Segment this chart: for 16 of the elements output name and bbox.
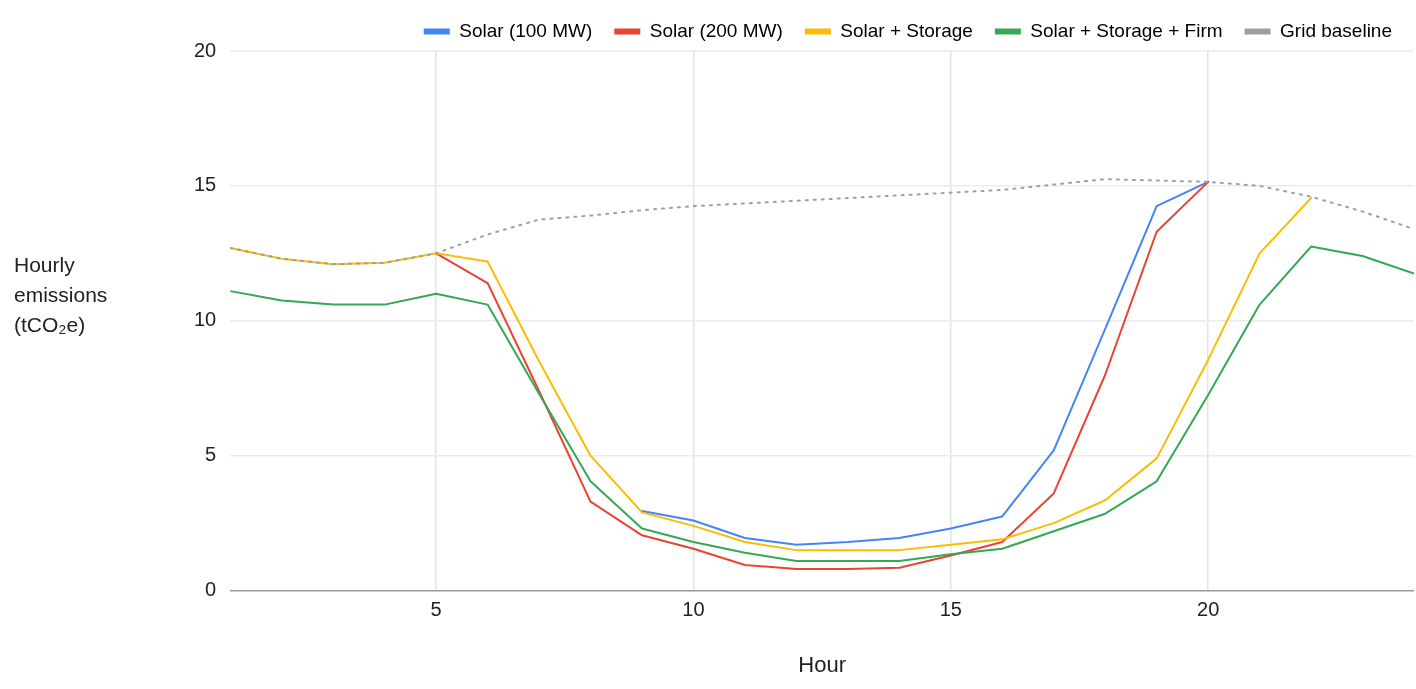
y-tick-label: 15 <box>194 173 217 196</box>
x-axis-title: Hour <box>798 651 846 677</box>
legend-label: Solar + Storage <box>840 19 973 41</box>
x-tick-label: 5 <box>430 598 442 621</box>
legend-label: Grid baseline <box>1280 19 1392 41</box>
y-tick-label: 20 <box>194 38 217 61</box>
x-tick-label: 20 <box>1197 598 1220 621</box>
y-tick-label: 10 <box>194 308 217 331</box>
legend-label: Solar (200 MW) <box>649 19 783 41</box>
x-tick-label: 10 <box>682 598 705 621</box>
y-axis-title: Hourly emissions (tCO₂e) <box>14 252 109 338</box>
legend-label: Solar + Storage + Firm <box>1030 19 1223 41</box>
legend-label: Solar (100 MW) <box>459 19 593 41</box>
y-tick-label: 0 <box>205 578 217 601</box>
y-tick-label: 5 <box>205 443 217 466</box>
x-tick-label: 15 <box>939 598 962 621</box>
